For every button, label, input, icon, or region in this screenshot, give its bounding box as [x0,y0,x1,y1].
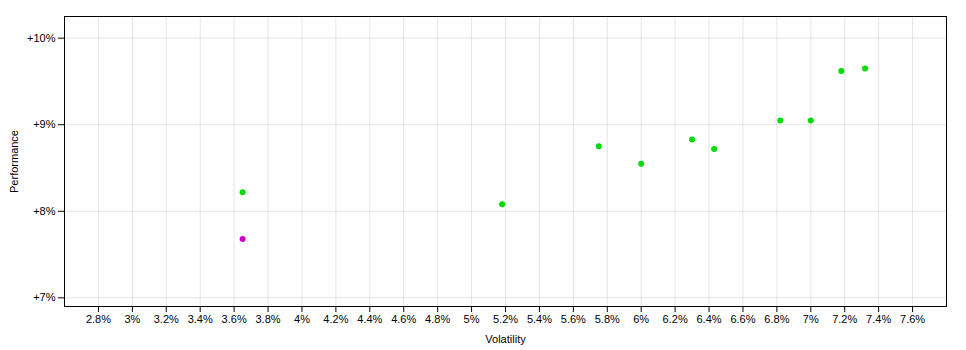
svg-text:4%: 4% [294,313,310,325]
svg-text:6.4%: 6.4% [696,313,721,325]
svg-text:Performance: Performance [8,130,20,193]
svg-text:3.8%: 3.8% [255,313,280,325]
svg-text:2.8%: 2.8% [86,313,111,325]
svg-text:7.4%: 7.4% [866,313,891,325]
svg-text:3%: 3% [124,313,140,325]
svg-text:5%: 5% [464,313,480,325]
svg-text:5.2%: 5.2% [493,313,518,325]
svg-text:Volatility: Volatility [485,333,526,345]
svg-text:3.2%: 3.2% [154,313,179,325]
svg-text:+10%: +10% [27,32,56,44]
svg-text:4.6%: 4.6% [391,313,416,325]
svg-text:6.6%: 6.6% [730,313,755,325]
svg-text:4.2%: 4.2% [323,313,348,325]
svg-text:7.6%: 7.6% [900,313,925,325]
svg-text:6.8%: 6.8% [764,313,789,325]
svg-text:3.6%: 3.6% [222,313,247,325]
svg-text:5.8%: 5.8% [595,313,620,325]
svg-text:7%: 7% [803,313,819,325]
svg-text:7.2%: 7.2% [832,313,857,325]
svg-text:5.6%: 5.6% [561,313,586,325]
svg-text:5.4%: 5.4% [527,313,552,325]
svg-text:4.8%: 4.8% [425,313,450,325]
svg-text:6%: 6% [633,313,649,325]
svg-text:+8%: +8% [33,205,56,217]
svg-text:4.4%: 4.4% [357,313,382,325]
svg-text:3.4%: 3.4% [188,313,213,325]
svg-text:+7%: +7% [33,291,56,303]
svg-text:+9%: +9% [33,118,56,130]
svg-text:6.2%: 6.2% [663,313,688,325]
